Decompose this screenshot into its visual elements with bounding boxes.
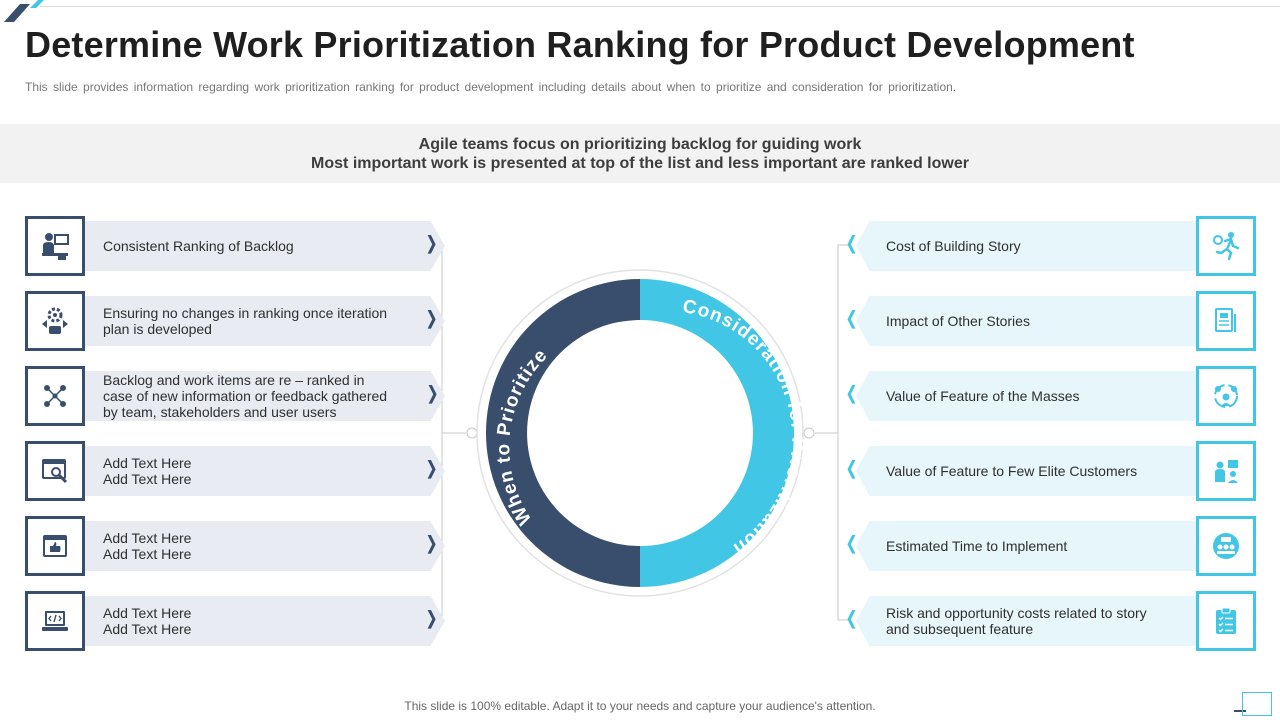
left-item: Ensuring no changes in ranking once iter… — [25, 291, 445, 351]
banner: Agile teams focus on prioritizing backlo… — [0, 124, 1280, 183]
icon-box — [25, 591, 85, 651]
presenter-icon — [1215, 460, 1238, 483]
documents-icon — [1215, 308, 1236, 332]
item-text: by team, stakeholders and user users — [103, 404, 337, 420]
icon-box — [1196, 291, 1256, 351]
ring-outline — [476, 269, 804, 597]
icon-box — [1196, 366, 1256, 426]
item-text: and subsequent feature — [886, 621, 1034, 637]
ring-right-half — [640, 279, 794, 587]
item-text: Add Text Here — [103, 530, 192, 546]
item-band: Risk and opportunity costs related to st… — [856, 596, 1196, 646]
banner-line-2: Most important work is presented at top … — [311, 155, 969, 172]
item-text: Ensuring no changes in ranking once iter… — [103, 305, 388, 321]
chevron-left-icon: ❬ — [844, 308, 860, 328]
left-item: Backlog and work items are re – ranked i… — [25, 366, 445, 426]
chevron-left-icon: ❬ — [844, 608, 860, 628]
ring-left-half — [486, 279, 640, 587]
left-item: Add Text Here Add Text Here ❭ — [25, 516, 445, 576]
desk-worker-icon — [42, 233, 69, 260]
right-item: ❬ Estimated Time to Implement — [840, 516, 1256, 576]
item-text: Consistent Ranking of Backlog — [103, 238, 294, 254]
team-network-icon — [44, 385, 66, 407]
chevron-right-icon: ❭ — [424, 308, 440, 328]
item-text: Estimated Time to Implement — [886, 538, 1068, 554]
icon-box — [25, 291, 85, 351]
item-text: Add Text Here — [103, 455, 192, 471]
icon-box — [1196, 516, 1256, 576]
chevron-left-icon: ❬ — [844, 383, 860, 403]
item-text: Risk and opportunity costs related to st… — [886, 605, 1147, 621]
item-band: Consistent Ranking of Backlog — [85, 221, 445, 271]
page-subtitle: This slide provides information regardin… — [25, 80, 957, 94]
team-circle-icon — [1214, 384, 1238, 408]
chevron-left-icon: ❬ — [844, 533, 860, 553]
banner-line-1: Agile teams focus on prioritizing backlo… — [418, 136, 862, 153]
laptop-code-icon — [42, 611, 68, 631]
chevron-right-icon: ❭ — [424, 608, 440, 628]
running-clock-icon — [1213, 232, 1240, 261]
item-band: Impact of Other Stories — [856, 296, 1196, 346]
item-text: Backlog and work items are re – ranked i… — [103, 372, 365, 388]
icon-box — [1196, 216, 1256, 276]
icon-box — [25, 516, 85, 576]
icon-box — [1196, 591, 1256, 651]
chevron-right-icon: ❭ — [425, 383, 441, 403]
gear-growth-icon — [42, 307, 68, 334]
corner-frame — [1242, 692, 1272, 716]
item-band: Backlog and work items are re – ranked i… — [85, 371, 445, 421]
chevron-left-icon: ❬ — [844, 233, 860, 253]
right-item: ❬ Impact of Other Stories — [840, 291, 1256, 351]
right-item: ❬ Value of Feature to Few Elite Customer… — [840, 441, 1256, 501]
item-band: Estimated Time to Implement — [856, 521, 1196, 571]
chevron-right-icon: ❭ — [424, 233, 440, 253]
right-item: ❬ Value of Feature of the Masses — [840, 366, 1256, 426]
page-title: Determine Work Prioritization Ranking fo… — [25, 24, 1135, 65]
top-rule — [40, 6, 1280, 7]
clipboard-icon — [1216, 607, 1236, 634]
left-item: Add Text Here Add Text Here ❭ — [25, 591, 445, 651]
item-band: Add Text Here Add Text Here — [85, 596, 445, 646]
item-text: plan is developed — [103, 321, 212, 337]
item-band: Add Text Here Add Text Here — [85, 521, 445, 571]
thumbs-up-window-icon — [43, 535, 67, 557]
footer-note: This slide is 100% editable. Adapt it to… — [404, 699, 876, 713]
chevron-right-icon: ❭ — [424, 458, 440, 478]
item-text: Impact of Other Stories — [886, 313, 1030, 329]
item-text: Value of Feature of the Masses — [886, 388, 1080, 404]
item-text: Add Text Here — [103, 621, 192, 637]
icon-box — [25, 441, 85, 501]
item-text: Value of Feature to Few Elite Customers — [886, 463, 1138, 479]
corner-decoration — [4, 0, 44, 22]
right-item: ❬ Risk and opportunity costs related to … — [840, 591, 1256, 651]
item-band: Cost of Building Story — [856, 221, 1196, 271]
ring-left-label: When to Prioritize — [493, 345, 552, 529]
item-text: Add Text Here — [103, 605, 192, 621]
corner-mark — [1234, 710, 1246, 712]
item-text: Cost of Building Story — [886, 238, 1021, 254]
icon-box — [25, 366, 85, 426]
item-band: Add Text Here Add Text Here — [85, 446, 445, 496]
icon-box — [1196, 441, 1256, 501]
right-item: ❬ Cost of Building Story — [840, 216, 1256, 276]
ring-right-label: Consideration for Prioritization — [681, 296, 808, 559]
browser-search-icon — [42, 459, 68, 484]
item-band: Value of Feature of the Masses — [856, 371, 1196, 421]
chevron-left-icon: ❬ — [844, 458, 860, 478]
chevron-right-icon: ❭ — [424, 533, 440, 553]
item-text: case of new information or feedback gath… — [103, 388, 388, 404]
left-item: Consistent Ranking of Backlog ❭ — [25, 216, 445, 276]
item-band: Value of Feature to Few Elite Customers — [856, 446, 1196, 496]
left-item: Add Text Here Add Text Here ❭ — [25, 441, 445, 501]
time-team-icon — [1213, 533, 1239, 559]
item-text: Add Text Here — [103, 546, 192, 562]
item-band: Ensuring no changes in ranking once iter… — [85, 296, 445, 346]
item-text: Add Text Here — [103, 471, 192, 487]
icon-box — [25, 216, 85, 276]
